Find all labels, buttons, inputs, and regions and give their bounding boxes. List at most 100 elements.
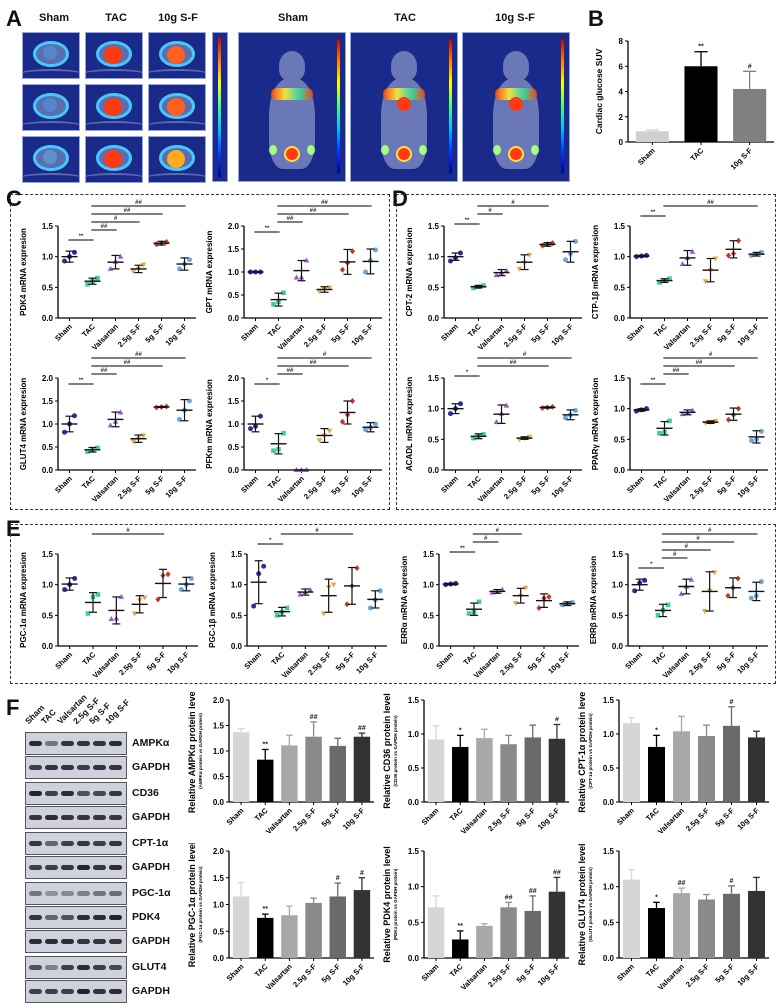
protein-band bbox=[29, 865, 42, 870]
protein-band bbox=[45, 989, 58, 994]
svg-text:#: # bbox=[696, 536, 700, 542]
svg-text:**: ** bbox=[651, 378, 656, 384]
blot-strip bbox=[25, 756, 127, 779]
svg-text:Sham: Sham bbox=[239, 322, 260, 343]
pet-ct-slice-image bbox=[85, 32, 143, 79]
svg-text:*: * bbox=[266, 378, 269, 384]
svg-text:1.5: 1.5 bbox=[228, 397, 240, 406]
panel-c-frame bbox=[10, 194, 390, 510]
blot-label: PGC-1α bbox=[132, 887, 171, 899]
chart-erra-mrna: 0.0 0.5 1.0 1.5 ERRα mRNA expresion Sham TAC Va… bbox=[395, 526, 585, 686]
svg-text:10g S-F: 10g S-F bbox=[735, 962, 761, 988]
svg-text:**: ** bbox=[265, 226, 270, 232]
slice-column-title-tac: TAC bbox=[105, 12, 127, 24]
svg-text:Valsartan: Valsartan bbox=[661, 650, 691, 680]
svg-text:Relative GLUT4 protein level: Relative GLUT4 protein level bbox=[577, 843, 587, 965]
svg-text:**: ** bbox=[79, 234, 84, 240]
svg-text:Sham: Sham bbox=[242, 650, 263, 671]
svg-text:2.0: 2.0 bbox=[42, 374, 54, 383]
svg-text:Sham: Sham bbox=[439, 474, 460, 495]
svg-text:0.0: 0.0 bbox=[612, 642, 624, 651]
protein-band bbox=[77, 965, 90, 970]
protein-band bbox=[109, 939, 122, 944]
svg-text:##: ## bbox=[673, 368, 680, 374]
svg-text:2: 2 bbox=[619, 113, 624, 122]
svg-text:2.0: 2.0 bbox=[213, 847, 225, 856]
svg-text:#: # bbox=[360, 870, 364, 877]
svg-text:TAC: TAC bbox=[644, 806, 661, 823]
svg-text:0.0: 0.0 bbox=[213, 798, 225, 807]
svg-text:Valsartan: Valsartan bbox=[656, 806, 686, 836]
svg-text:1.5: 1.5 bbox=[428, 374, 440, 383]
pet-ct-slice-image bbox=[22, 84, 80, 131]
svg-text:TAC: TAC bbox=[253, 806, 270, 823]
svg-text:#: # bbox=[511, 200, 515, 206]
svg-text:PGC-1β mRNA expresion: PGC-1β mRNA expresion bbox=[208, 552, 217, 648]
svg-text:##: ## bbox=[135, 352, 142, 358]
svg-text:1.0: 1.0 bbox=[603, 883, 615, 892]
protein-band bbox=[77, 841, 90, 846]
svg-text:2.0: 2.0 bbox=[228, 374, 240, 383]
svg-text:5g S-F: 5g S-F bbox=[515, 806, 538, 829]
panel-b-letter: B bbox=[588, 6, 604, 31]
svg-text:Valsartan: Valsartan bbox=[656, 962, 686, 992]
chart-pdk4-mrna: 0.0 0.5 1.0 1.5 PDK4 mRNA expresion Sham TAC Va… bbox=[14, 198, 202, 358]
protein-band bbox=[29, 841, 42, 846]
svg-text:#: # bbox=[730, 878, 734, 885]
pet-ct-slice-image bbox=[148, 136, 206, 183]
svg-text:*: * bbox=[655, 894, 658, 901]
svg-text:10g S-F: 10g S-F bbox=[349, 322, 375, 348]
svg-text:2.5g S-F: 2.5g S-F bbox=[116, 322, 143, 349]
svg-text:CPT-2 mRNA expresion: CPT-2 mRNA expresion bbox=[405, 227, 414, 316]
svg-text:TAC: TAC bbox=[80, 474, 97, 491]
svg-text:(CD36 protein vs GAPDH protein: (CD36 protein vs GAPDH protein) bbox=[393, 715, 398, 787]
protein-band bbox=[29, 791, 42, 796]
protein-band bbox=[77, 815, 90, 820]
svg-text:0.0: 0.0 bbox=[428, 466, 440, 475]
svg-text:1.5: 1.5 bbox=[408, 847, 420, 856]
svg-text:0.0: 0.0 bbox=[408, 954, 420, 963]
svg-text:Sham: Sham bbox=[53, 322, 74, 343]
chart-cpt2-mrna: 0.0 0.5 1.0 1.5 CPT-2 mRNA expresion Sham TAC V… bbox=[400, 198, 588, 358]
protein-band bbox=[61, 915, 74, 920]
blot-strip bbox=[25, 782, 127, 805]
svg-text:TAC: TAC bbox=[448, 806, 465, 823]
svg-text:*: * bbox=[269, 538, 272, 544]
svg-text:10g S-F: 10g S-F bbox=[735, 650, 761, 676]
western-blot-panel: Sham TAC Valsartan 2.5g S-F 5g S-F 10g S-F AMP… bbox=[0, 690, 185, 1003]
svg-text:**: ** bbox=[79, 378, 84, 384]
svg-text:10g S-F: 10g S-F bbox=[549, 474, 575, 500]
svg-text:1.5: 1.5 bbox=[614, 374, 626, 383]
svg-text:2.5g S-F: 2.5g S-F bbox=[291, 806, 318, 833]
blot-label: AMPKα bbox=[132, 737, 170, 749]
svg-text:##: ## bbox=[101, 368, 108, 374]
panel-d-frame bbox=[396, 194, 776, 510]
svg-text:Sham: Sham bbox=[420, 962, 441, 983]
svg-text:1.5: 1.5 bbox=[228, 245, 240, 254]
svg-text:#: # bbox=[484, 536, 488, 542]
svg-text:1.5: 1.5 bbox=[603, 847, 615, 856]
svg-text:Sham: Sham bbox=[439, 322, 460, 343]
svg-text:5g S-F: 5g S-F bbox=[320, 806, 343, 829]
svg-text:0.0: 0.0 bbox=[603, 798, 615, 807]
protein-band bbox=[109, 965, 122, 970]
svg-text:10g S-F: 10g S-F bbox=[163, 474, 189, 500]
protein-band bbox=[45, 965, 58, 970]
whole-body-title-10g: 10g S-F bbox=[495, 12, 535, 24]
svg-text:#: # bbox=[523, 352, 527, 358]
svg-text:0.0: 0.0 bbox=[614, 466, 626, 475]
whole-body-title-tac: TAC bbox=[394, 12, 416, 24]
svg-text:0.0: 0.0 bbox=[423, 642, 435, 651]
protein-band bbox=[29, 915, 42, 920]
svg-text:2.5g S-F: 2.5g S-F bbox=[302, 322, 329, 349]
svg-text:1.0: 1.0 bbox=[213, 901, 225, 910]
svg-text:0.5: 0.5 bbox=[213, 927, 225, 936]
protein-band bbox=[61, 891, 74, 896]
protein-band bbox=[29, 891, 42, 896]
svg-text:10g S-F: 10g S-F bbox=[341, 962, 367, 988]
svg-text:2.5g S-F: 2.5g S-F bbox=[687, 650, 714, 677]
protein-band bbox=[93, 741, 106, 746]
svg-text:TAC: TAC bbox=[466, 474, 483, 491]
protein-band bbox=[109, 865, 122, 870]
svg-text:1.0: 1.0 bbox=[408, 883, 420, 892]
